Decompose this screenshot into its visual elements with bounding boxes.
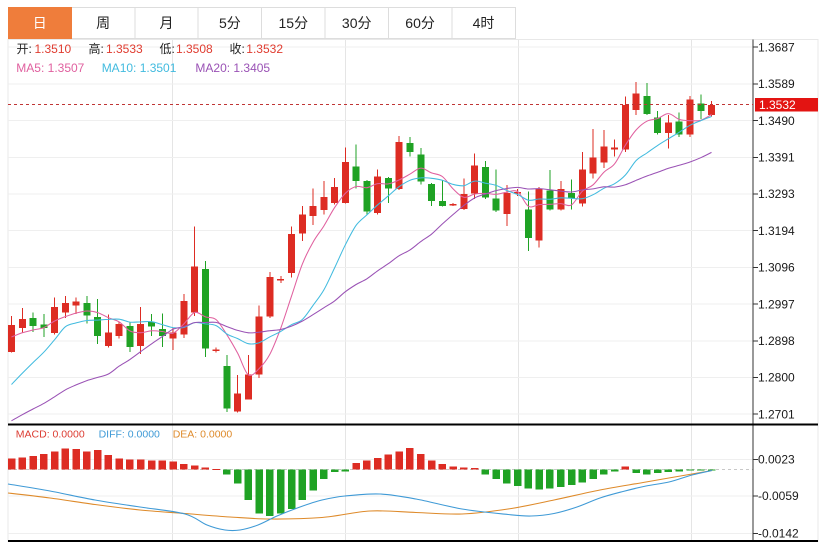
- svg-text:1.3589: 1.3589: [758, 77, 795, 91]
- svg-text:MA10: 1.3501: MA10: 1.3501: [102, 61, 177, 75]
- svg-text:1.3508: 1.3508: [176, 42, 213, 56]
- svg-text:0.0023: 0.0023: [758, 453, 795, 467]
- svg-text:-0.0059: -0.0059: [758, 489, 799, 503]
- svg-text:1.2898: 1.2898: [758, 334, 795, 348]
- svg-text:MA5: 1.3507: MA5: 1.3507: [16, 61, 84, 75]
- svg-text:1.3532: 1.3532: [759, 98, 796, 112]
- svg-text:日: 日: [33, 15, 47, 31]
- svg-text:月: 月: [160, 15, 174, 31]
- svg-text:1.3490: 1.3490: [758, 114, 795, 128]
- svg-text:4时: 4时: [473, 15, 495, 31]
- svg-text:-0.0142: -0.0142: [758, 527, 799, 541]
- svg-text:1.3391: 1.3391: [758, 151, 795, 165]
- svg-text:1.2701: 1.2701: [758, 407, 795, 421]
- svg-text:高:: 高:: [89, 41, 104, 56]
- svg-text:MACD: 0.0000: MACD: 0.0000: [16, 429, 85, 441]
- svg-text:1.3194: 1.3194: [758, 224, 795, 238]
- svg-text:1.3510: 1.3510: [35, 42, 72, 56]
- svg-text:15分: 15分: [279, 15, 309, 31]
- svg-text:1.3293: 1.3293: [758, 187, 795, 201]
- svg-text:开:: 开:: [17, 42, 32, 56]
- svg-text:收:: 收:: [230, 42, 245, 56]
- svg-text:30分: 30分: [342, 15, 372, 31]
- svg-text:1.2800: 1.2800: [758, 371, 795, 385]
- svg-text:5分: 5分: [219, 15, 241, 31]
- svg-text:1.3096: 1.3096: [758, 261, 795, 275]
- svg-text:低:: 低:: [160, 42, 175, 56]
- svg-text:DEA: 0.0000: DEA: 0.0000: [173, 429, 233, 441]
- svg-text:MA20: 1.3405: MA20: 1.3405: [195, 61, 270, 75]
- svg-text:1.3532: 1.3532: [246, 42, 283, 56]
- svg-text:DIFF: 0.0000: DIFF: 0.0000: [99, 429, 160, 441]
- svg-text:60分: 60分: [405, 15, 435, 31]
- svg-text:1.3533: 1.3533: [106, 42, 143, 56]
- svg-text:1.2997: 1.2997: [758, 297, 795, 311]
- svg-text:1.3687: 1.3687: [758, 40, 795, 54]
- svg-text:周: 周: [96, 15, 110, 31]
